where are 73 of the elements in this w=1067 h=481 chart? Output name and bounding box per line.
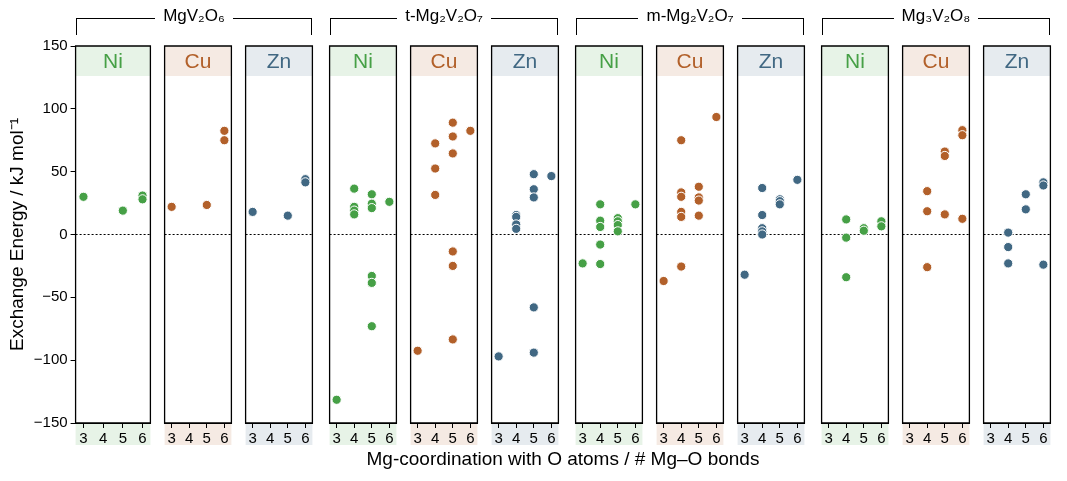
- x-tick-label: 3: [332, 429, 341, 447]
- x-tick-label: 6: [466, 429, 475, 447]
- chart-title: Cu: [676, 48, 704, 72]
- chart-title: Zn: [512, 48, 538, 72]
- x-tick-label: 4: [512, 429, 521, 447]
- x-tick-label: 4: [677, 429, 686, 447]
- x-tick-label: 5: [859, 429, 868, 447]
- x-tick-label: 6: [220, 429, 229, 447]
- x-tick-label: 4: [98, 429, 108, 447]
- x-tick-label: 6: [958, 429, 967, 447]
- chart-title: Zn: [1004, 48, 1030, 72]
- chart-title: Ni: [845, 48, 865, 72]
- x-tick-label: 5: [694, 429, 703, 447]
- y-tick-label: −100: [33, 350, 68, 368]
- x-tick-label: 4: [842, 429, 851, 447]
- x-tick-label: 6: [138, 429, 147, 447]
- x-tick-label: 4: [1004, 429, 1013, 447]
- chart-subtitle: m-Mg₂V₂O₇: [638, 6, 742, 25]
- x-tick-label: 5: [1021, 429, 1030, 447]
- x-tick-label: 6: [301, 429, 310, 447]
- x-tick-label: 5: [283, 429, 292, 447]
- x-tick-label: 5: [613, 429, 622, 447]
- x-tick-label: 3: [413, 429, 422, 447]
- x-tick-label: 3: [905, 429, 914, 447]
- x-tick-label: 4: [431, 429, 440, 447]
- x-tick-label: 3: [248, 429, 257, 447]
- x-tick-label: 3: [986, 429, 995, 447]
- x-tick-label: 6: [1039, 429, 1048, 447]
- chart-subtitle: Mg₃V₂O₈: [893, 6, 979, 25]
- y-tick-label: −150: [33, 413, 68, 431]
- x-tick-label: 5: [367, 429, 376, 447]
- x-tick-label: 3: [659, 429, 668, 447]
- y-axis-title: Exchange Energy / kJ mol⁻¹: [5, 117, 27, 352]
- x-tick-label: 4: [266, 429, 275, 447]
- x-tick-label: 3: [167, 429, 176, 447]
- y-tick-label: 100: [42, 98, 68, 116]
- x-tick-label: 3: [824, 429, 833, 447]
- chart-title: Zn: [758, 48, 784, 72]
- y-tick-label: 50: [50, 161, 68, 179]
- x-tick-label: 5: [775, 429, 784, 447]
- x-tick-label: 4: [923, 429, 932, 447]
- x-tick-label: 3: [494, 429, 503, 447]
- x-tick-label: 4: [596, 429, 605, 447]
- x-tick-label: 4: [758, 429, 767, 447]
- x-tick-label: 6: [547, 429, 556, 447]
- x-tick-label: 6: [631, 429, 640, 447]
- x-tick-label: 6: [712, 429, 721, 447]
- x-tick-label: 6: [877, 429, 886, 447]
- chart-subtitle: MgV₂O₆: [155, 6, 233, 25]
- x-tick-label: 4: [185, 429, 194, 447]
- y-tick-label: 150: [42, 36, 68, 54]
- x-tick-label: 3: [79, 429, 88, 447]
- chart-title: Cu: [184, 48, 212, 72]
- x-tick-label: 5: [448, 429, 457, 447]
- chart-title: Zn: [266, 48, 292, 72]
- y-tick-label: 0: [59, 224, 68, 242]
- x-tick-label: 5: [529, 429, 538, 447]
- x-tick-label: 6: [385, 429, 394, 447]
- x-tick-label: 4: [350, 429, 359, 447]
- x-tick-label: 6: [793, 429, 802, 447]
- y-tick-label: −50: [42, 287, 68, 305]
- x-tick-label: 3: [740, 429, 749, 447]
- x-tick-label: 5: [202, 429, 211, 447]
- chart-title: Ni: [599, 48, 619, 72]
- x-axis-title: Mg-coordination with O atoms / # Mg–O bonds: [365, 448, 761, 470]
- chart-title: Ni: [103, 48, 123, 72]
- chart-title: Cu: [922, 48, 950, 72]
- x-tick-label: 3: [578, 429, 587, 447]
- chart-subtitle: t-Mg₂V₂O₇: [397, 6, 491, 25]
- chart-title: Ni: [353, 48, 373, 72]
- chart-title: Cu: [430, 48, 458, 72]
- x-tick-label: 5: [118, 429, 128, 447]
- x-tick-label: 5: [940, 429, 949, 447]
